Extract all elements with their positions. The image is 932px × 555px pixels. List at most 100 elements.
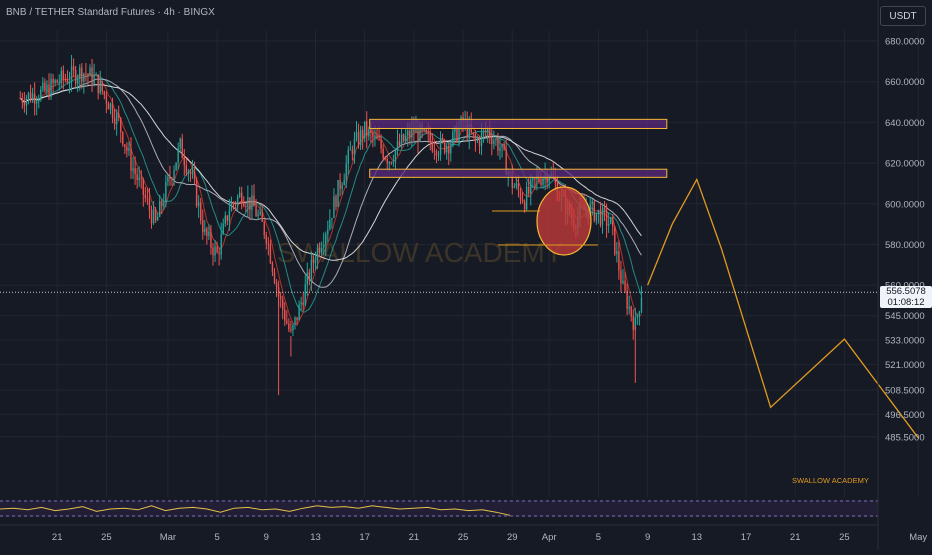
candle-body	[345, 163, 347, 180]
candle-body	[333, 196, 335, 219]
candle-body	[368, 129, 370, 137]
candle-body	[105, 94, 108, 104]
candle-body	[154, 209, 157, 221]
candle-body	[29, 92, 32, 101]
rsi-pane	[0, 500, 878, 517]
candle-body	[189, 171, 192, 175]
candle-body	[197, 202, 200, 207]
candle-body	[159, 201, 161, 217]
candle-body	[355, 131, 358, 139]
candle-body	[169, 176, 171, 180]
supply-circle	[536, 186, 592, 256]
x-tick-label: 13	[310, 532, 321, 543]
candle-body	[42, 82, 44, 90]
y-tick-label: 485.5000	[885, 432, 925, 443]
candle-body	[230, 203, 233, 211]
y-tick-label: 560.0000	[885, 281, 925, 292]
candle-body	[46, 84, 48, 91]
candle-body	[525, 186, 528, 210]
candle-body	[380, 139, 382, 149]
candle-body	[210, 231, 212, 248]
candle-body	[142, 178, 144, 195]
candle-body	[85, 73, 87, 75]
candle-body	[44, 82, 46, 91]
candle-body	[257, 214, 259, 217]
candle-body	[472, 132, 475, 135]
candle-body	[489, 129, 491, 138]
candle-body	[329, 219, 331, 230]
candle-body	[234, 203, 237, 205]
candle-body	[347, 149, 349, 164]
y-tick-label: 640.0000	[885, 118, 925, 129]
candle-body	[279, 296, 282, 299]
candle-body	[77, 79, 79, 84]
candle-body	[341, 185, 343, 190]
candle-body	[610, 217, 612, 224]
candle-body	[353, 138, 356, 155]
candle-body	[493, 140, 495, 145]
candle-body	[296, 317, 298, 321]
candle-body	[601, 207, 604, 225]
candle-body	[187, 171, 190, 173]
candle-body	[36, 101, 38, 104]
candle-body	[91, 67, 93, 84]
candle-body	[413, 127, 415, 133]
candle-body	[284, 309, 286, 321]
candle-body	[21, 98, 24, 103]
candle-body	[128, 148, 130, 151]
candle-body	[314, 261, 317, 264]
candle-body	[306, 272, 308, 285]
candle-body	[378, 138, 380, 140]
chart-grid	[0, 30, 919, 497]
candle-body	[288, 323, 290, 330]
candle-body	[68, 81, 71, 83]
x-tick-label: Apr	[542, 532, 557, 543]
candle-body	[349, 149, 352, 151]
projection-layer[interactable]: SWALLOW ACADEMY	[492, 177, 919, 485]
candle-body	[636, 315, 639, 318]
candle-body	[185, 165, 188, 173]
candle-body	[300, 302, 302, 305]
candle-body	[409, 130, 411, 138]
candle-body	[511, 172, 513, 188]
y-tick-label: 580.0000	[885, 240, 925, 251]
candle-body	[302, 302, 304, 306]
last-price-tag: 556.5078 01:08:12	[880, 286, 932, 309]
x-tick-label: 29	[507, 532, 518, 543]
candle-body	[478, 139, 481, 147]
x-tick-label: 9	[645, 532, 650, 543]
candle-body	[400, 134, 403, 146]
candle-body	[499, 147, 501, 151]
candle-body	[292, 324, 294, 331]
candle-body	[238, 192, 241, 197]
candle-body	[532, 177, 534, 180]
candle-body	[343, 179, 345, 186]
candle-body	[243, 203, 245, 207]
candle-body	[382, 148, 384, 159]
candle-body	[99, 81, 101, 93]
x-tick-label: May	[909, 532, 927, 543]
candle-body	[38, 99, 40, 102]
currency-selector-button[interactable]: USDT	[880, 6, 926, 26]
candle-body	[259, 211, 261, 215]
candle-body	[93, 74, 95, 84]
resistance-zones[interactable]	[369, 118, 668, 178]
y-tick-label: 521.0000	[885, 360, 925, 371]
candle-body	[97, 74, 99, 93]
candle-body	[548, 176, 550, 183]
candle-body	[429, 133, 431, 142]
candle-body	[148, 198, 151, 211]
candle-body	[542, 178, 544, 185]
y-tick-label: 508.5000	[885, 386, 925, 397]
x-tick-label: Mar	[160, 532, 176, 543]
candle-body	[60, 70, 62, 83]
candle-body	[361, 129, 364, 139]
candle-body	[265, 235, 267, 244]
candle-body	[476, 139, 479, 142]
candle-body	[423, 128, 425, 131]
candle-body	[115, 113, 118, 125]
candle-body	[439, 137, 442, 155]
candle-body	[624, 280, 626, 291]
x-tick-label: 9	[264, 532, 269, 543]
